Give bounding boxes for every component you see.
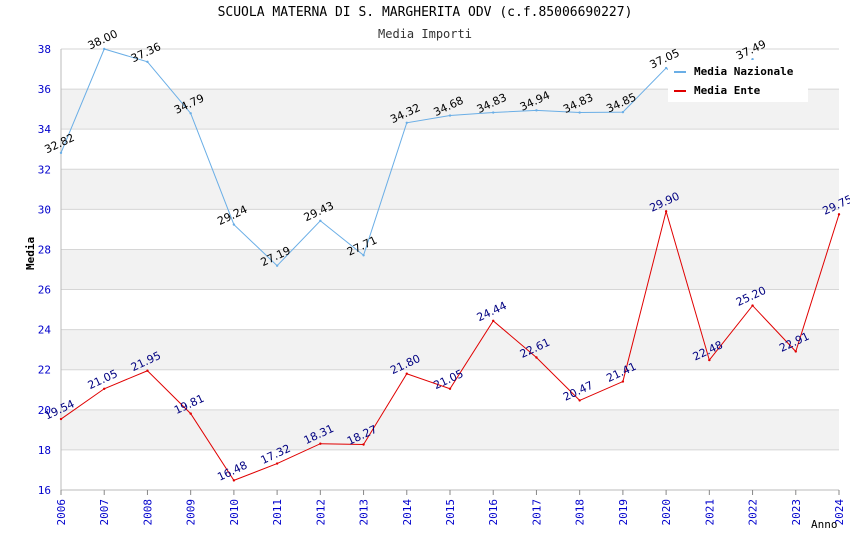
- data-point-nazionale: [621, 110, 625, 114]
- data-label-ente: 16.48: [215, 459, 249, 484]
- y-tick-label: 28: [38, 243, 51, 256]
- x-tick-label: 2009: [185, 499, 198, 526]
- chart-title: SCUOLA MATERNA DI S. MARGHERITA ODV (c.f…: [217, 5, 633, 20]
- legend-label-ente: Media Ente: [694, 84, 761, 97]
- y-tick-label: 22: [38, 364, 51, 377]
- x-tick-label: 2006: [55, 499, 68, 526]
- data-point-ente: [448, 387, 452, 390]
- x-tick-label: 2017: [530, 499, 543, 526]
- legend: Media Nazionale Media Ente: [668, 60, 808, 102]
- data-point-ente: [59, 417, 63, 421]
- data-point-ente: [664, 210, 668, 213]
- grid-band: [61, 249, 839, 290]
- x-tick-label: 2015: [444, 499, 457, 526]
- data-point-nazionale: [319, 219, 322, 222]
- data-point-nazionale: [405, 121, 408, 124]
- data-point-nazionale: [189, 112, 192, 115]
- x-tick-label: 2012: [314, 499, 327, 526]
- data-point-ente: [405, 372, 408, 375]
- data-point-nazionale: [59, 151, 63, 155]
- y-tick-label: 16: [38, 484, 51, 497]
- data-point-ente: [189, 412, 192, 415]
- data-point-nazionale: [492, 111, 495, 114]
- data-point-ente: [535, 356, 538, 359]
- legend-item-nazionale: Media Nazionale: [674, 65, 793, 79]
- data-point-nazionale: [535, 109, 538, 112]
- x-tick-label: 2024: [833, 499, 846, 526]
- data-point-ente: [232, 479, 236, 482]
- legend-label-nazionale: Media Nazionale: [694, 65, 794, 78]
- y-tick-label: 36: [38, 83, 51, 96]
- x-tick-label: 2021: [703, 499, 716, 526]
- grid-band: [61, 329, 839, 370]
- data-point-ente: [362, 443, 365, 446]
- data-point-ente: [621, 380, 625, 383]
- data-point-nazionale: [751, 58, 754, 61]
- data-point-ente: [103, 387, 106, 390]
- data-point-ente: [319, 442, 322, 445]
- x-tick-label: 2020: [660, 499, 673, 526]
- data-point-ente: [794, 350, 797, 353]
- x-tick-label: 2011: [271, 499, 284, 526]
- data-point-ente: [578, 399, 581, 402]
- x-tick-label: 2023: [790, 499, 803, 526]
- x-tick-label: 2018: [574, 499, 587, 526]
- y-tick-label: 24: [38, 324, 52, 337]
- chart-subtitle: Media Importi: [378, 27, 472, 41]
- y-axis-label: Media: [24, 236, 37, 270]
- x-axis-label: Anno: [811, 518, 838, 531]
- data-point-nazionale: [146, 60, 149, 64]
- data-point-nazionale: [232, 223, 236, 226]
- data-point-ente: [751, 304, 754, 307]
- legend-swatch-ente: [674, 90, 686, 92]
- grid-band: [61, 169, 839, 210]
- data-point-ente: [492, 319, 495, 323]
- x-tick-label: 2019: [617, 499, 630, 526]
- y-tick-label: 38: [38, 43, 51, 56]
- x-tick-label: 2022: [747, 499, 760, 526]
- x-tick-label: 2008: [141, 499, 154, 526]
- x-tick-label: 2007: [98, 499, 111, 526]
- x-tick-label: 2014: [401, 499, 414, 526]
- y-tick-label: 18: [38, 444, 51, 457]
- data-point-ente: [708, 358, 711, 362]
- grid-band: [61, 409, 839, 450]
- x-tick-label: 2013: [358, 499, 371, 526]
- x-tick-label: 2010: [228, 499, 241, 526]
- data-point-nazionale: [664, 66, 668, 70]
- data-point-nazionale: [275, 264, 279, 267]
- legend-swatch-nazionale: [674, 71, 686, 73]
- y-tick-label: 20: [38, 404, 51, 417]
- y-tick-label: 32: [38, 163, 51, 176]
- data-label-ente: 21.05: [86, 367, 120, 392]
- x-tick-label: 2016: [487, 499, 500, 526]
- data-point-ente: [837, 213, 841, 216]
- data-point-nazionale: [578, 111, 581, 114]
- y-tick-label: 26: [38, 284, 51, 297]
- y-tick-label: 34: [38, 123, 52, 136]
- data-point-ente: [146, 369, 149, 372]
- data-label-ente: 20.47: [561, 379, 595, 404]
- data-point-nazionale: [448, 114, 452, 117]
- data-label-ente: 24.44: [475, 299, 509, 324]
- series-line-nazionale: [60, 48, 753, 267]
- data-point-ente: [275, 462, 279, 465]
- data-label-nazionale: 37.49: [734, 38, 768, 63]
- data-point-nazionale: [362, 254, 365, 257]
- y-tick-label: 30: [38, 203, 51, 216]
- data-point-nazionale: [103, 47, 106, 51]
- legend-item-ente: Media Ente: [674, 84, 760, 98]
